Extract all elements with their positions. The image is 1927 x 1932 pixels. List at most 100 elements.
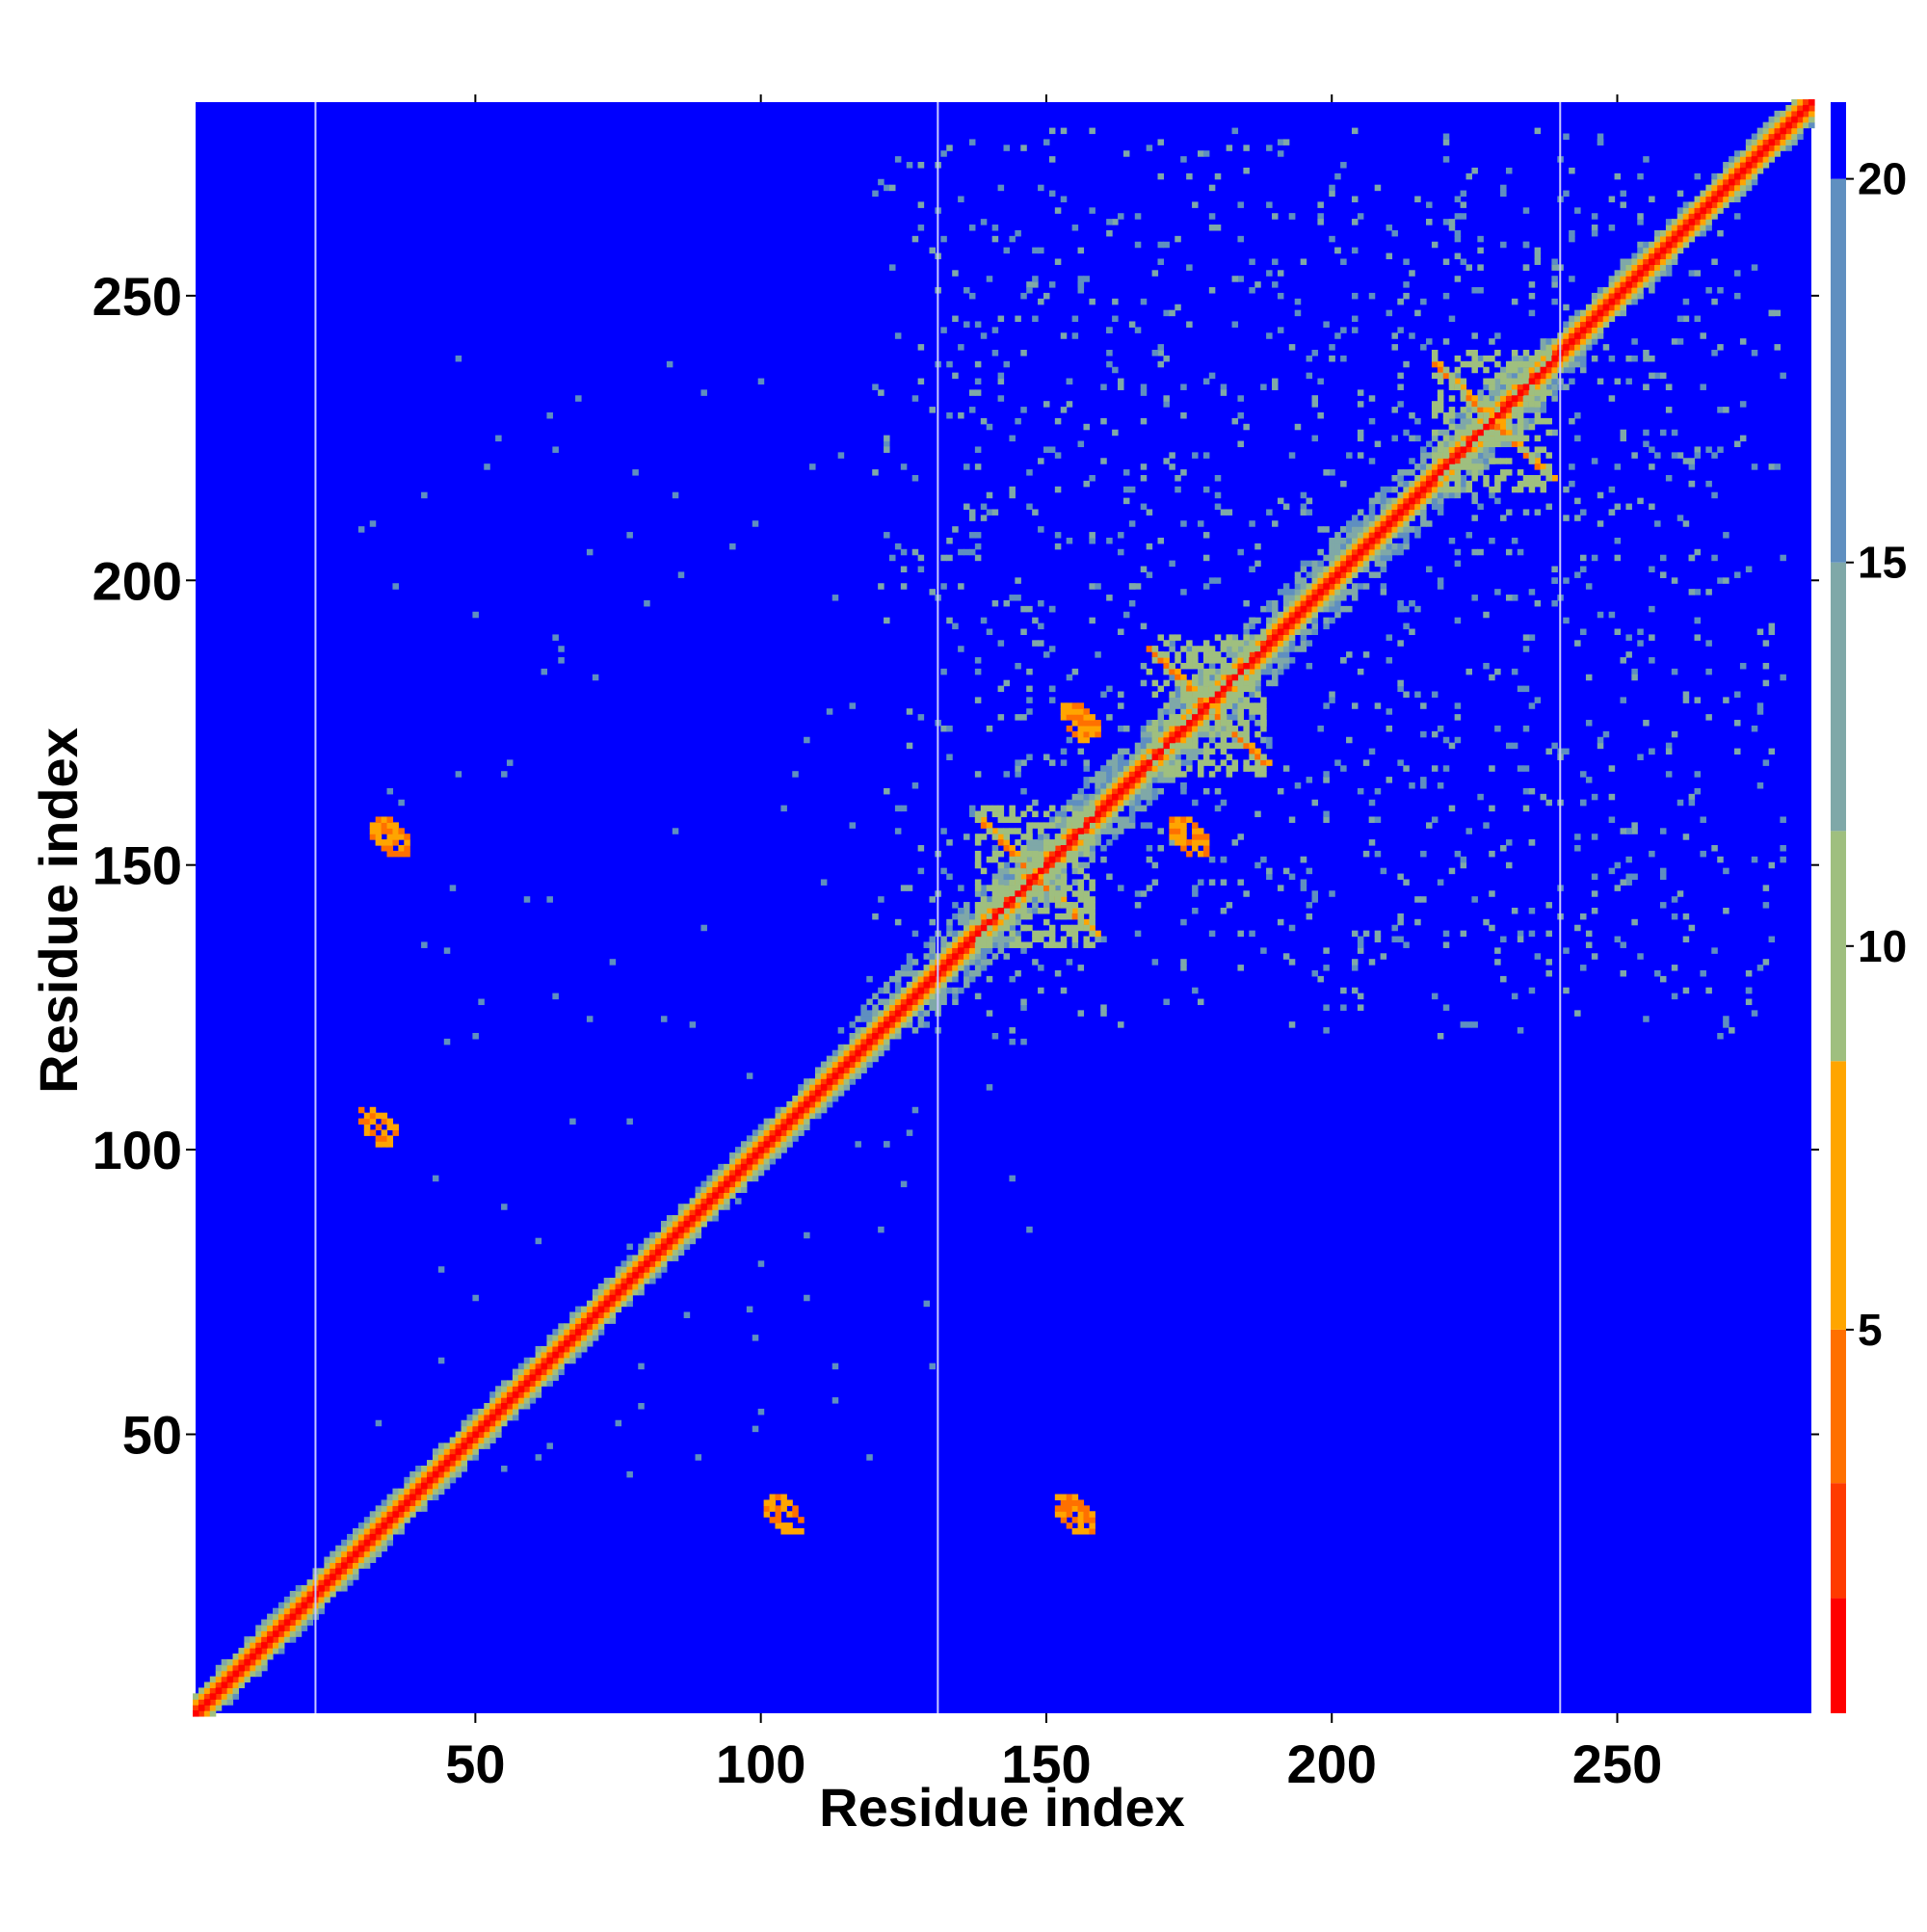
- heatmap-diagonal-cell: [1705, 225, 1712, 231]
- heatmap-cross-halo: [1437, 407, 1444, 413]
- heatmap-diagonal-cell: [1380, 548, 1387, 556]
- heatmap-diagonal-cell: [1112, 777, 1119, 783]
- heatmap-diagonal-cell: [409, 1511, 416, 1518]
- heatmap-speckle: [1682, 987, 1690, 994]
- heatmap-speckle: [1175, 685, 1181, 693]
- heatmap-speckle: [1282, 503, 1290, 511]
- heatmap-diagonal-cell: [427, 1460, 434, 1467]
- heatmap-cross-halo: [1015, 941, 1021, 948]
- heatmap-diagonal-cell: [1414, 503, 1421, 511]
- heatmap-speckle: [1442, 156, 1450, 163]
- heatmap-diagonal-cell: [843, 1078, 851, 1085]
- heatmap-speckle: [1442, 139, 1450, 146]
- heatmap-diagonal-cell: [1489, 407, 1495, 413]
- heatmap-speckle: [1317, 219, 1324, 225]
- heatmap-diagonal-cell: [683, 1243, 691, 1251]
- heatmap-speckle: [906, 742, 913, 750]
- heatmap-speckle: [804, 1294, 810, 1302]
- heatmap-cross-halo: [1071, 861, 1079, 869]
- heatmap-speckle: [1739, 401, 1747, 408]
- heatmap-speckle: [1739, 662, 1747, 670]
- heatmap-diagonal-cell: [1311, 566, 1319, 573]
- heatmap-diagonal-cell: [1785, 104, 1792, 112]
- heatmap-diagonal-cell: [409, 1470, 416, 1478]
- heatmap-speckle: [997, 685, 1005, 693]
- heatmap-cross-cell: [1003, 839, 1011, 846]
- heatmap-cross-halo: [980, 867, 988, 875]
- heatmap-diagonal-cell: [1785, 133, 1792, 140]
- heatmap-cross-halo: [1180, 646, 1187, 652]
- heatmap-diagonal-cell: [644, 1237, 650, 1245]
- heatmap-speckle: [986, 975, 993, 983]
- heatmap-speckle: [1003, 771, 1011, 778]
- heatmap-diagonal-cell: [1043, 867, 1050, 875]
- heatmap-diagonal-cell: [1756, 156, 1764, 163]
- heatmap-cross-halo: [1054, 834, 1062, 840]
- heatmap-diagonal-cell: [415, 1499, 422, 1506]
- heatmap-diagonal-cell: [1671, 225, 1678, 231]
- heatmap-diagonal-cell: [1169, 702, 1175, 709]
- heatmap-diagonal-cell: [832, 1090, 839, 1097]
- heatmap-speckle: [1106, 229, 1113, 237]
- heatmap-diagonal-cell: [712, 1215, 719, 1222]
- heatmap-diagonal-cell: [860, 1038, 867, 1045]
- heatmap-diagonal-cell: [472, 1414, 479, 1421]
- heatmap-diagonal-cell: [968, 959, 976, 966]
- heatmap-diagonal-cell: [1294, 628, 1302, 635]
- heatmap-cross-halo: [1192, 674, 1199, 681]
- heatmap-diagonal-cell: [1277, 657, 1284, 664]
- heatmap-diagonal-cell: [506, 1380, 514, 1387]
- heatmap-diagonal-cell: [1288, 634, 1296, 641]
- heatmap-cross-cell: [1146, 646, 1153, 652]
- heatmap-cross-halo: [986, 885, 993, 891]
- heatmap-cross-halo: [1163, 702, 1170, 709]
- heatmap-diagonal-cell: [1437, 452, 1444, 459]
- heatmap-speckle: [638, 1403, 645, 1410]
- heatmap-diagonal-cell: [1015, 902, 1021, 909]
- heatmap-diagonal-cell: [1723, 167, 1729, 174]
- heatmap-diagonal-cell: [894, 1016, 902, 1022]
- heatmap-diagonal-cell: [232, 1681, 240, 1689]
- heatmap-diagonal-cell: [689, 1209, 697, 1216]
- heatmap-diagonal-cell: [1545, 366, 1552, 374]
- heatmap-diagonal-cell: [517, 1363, 525, 1370]
- heatmap-diagonal-cell: [437, 1460, 445, 1467]
- heatmap-diagonal-cell: [1489, 435, 1495, 442]
- heatmap-diagonal-cell: [1431, 458, 1439, 464]
- heatmap-contact-cell: [1077, 1511, 1085, 1518]
- heatmap-speckle: [804, 736, 810, 744]
- heatmap-diagonal-cell: [437, 1488, 445, 1495]
- heatmap-speckle: [1015, 969, 1021, 977]
- heatmap-diagonal-cell: [666, 1215, 673, 1222]
- heatmap-diagonal-cell: [1334, 605, 1341, 613]
- heatmap-speckle: [1180, 782, 1187, 789]
- heatmap-diagonal-cell: [386, 1505, 394, 1512]
- heatmap-diagonal-cell: [1551, 384, 1558, 390]
- heatmap-diagonal-cell: [1157, 725, 1165, 732]
- heatmap-diagonal-cell: [826, 1061, 833, 1069]
- heatmap-diagonal-cell: [609, 1300, 617, 1308]
- heatmap-diagonal-cell: [1134, 799, 1142, 807]
- heatmap-cross-halo: [1077, 867, 1085, 875]
- heatmap-speckle: [1397, 372, 1404, 380]
- heatmap-diagonal-cell: [1048, 850, 1056, 858]
- heatmap-speckle: [1528, 787, 1536, 795]
- heatmap-diagonal-cell: [1785, 145, 1792, 151]
- heatmap-diagonal-cell: [1585, 315, 1593, 323]
- heatmap-diagonal-cell: [381, 1505, 388, 1512]
- heatmap-diagonal-cell: [198, 1687, 205, 1694]
- heatmap-cross-halo: [1220, 748, 1227, 755]
- heatmap-diagonal-cell: [209, 1710, 217, 1717]
- heatmap-speckle: [1020, 1038, 1027, 1045]
- heatmap-diagonal-cell: [575, 1335, 582, 1341]
- heatmap-diagonal-cell: [1705, 219, 1712, 225]
- heatmap-cross-halo: [1003, 834, 1011, 840]
- heatmap-speckle: [1083, 765, 1090, 772]
- heatmap-cross-halo: [986, 936, 993, 943]
- heatmap-speckle: [1437, 879, 1444, 886]
- heatmap-speckle: [1534, 127, 1542, 135]
- heatmap-diagonal-cell: [1032, 879, 1039, 886]
- heatmap-diagonal-cell: [1700, 229, 1706, 237]
- heatmap-speckle: [1454, 702, 1462, 709]
- heatmap-cross-halo: [1083, 850, 1090, 858]
